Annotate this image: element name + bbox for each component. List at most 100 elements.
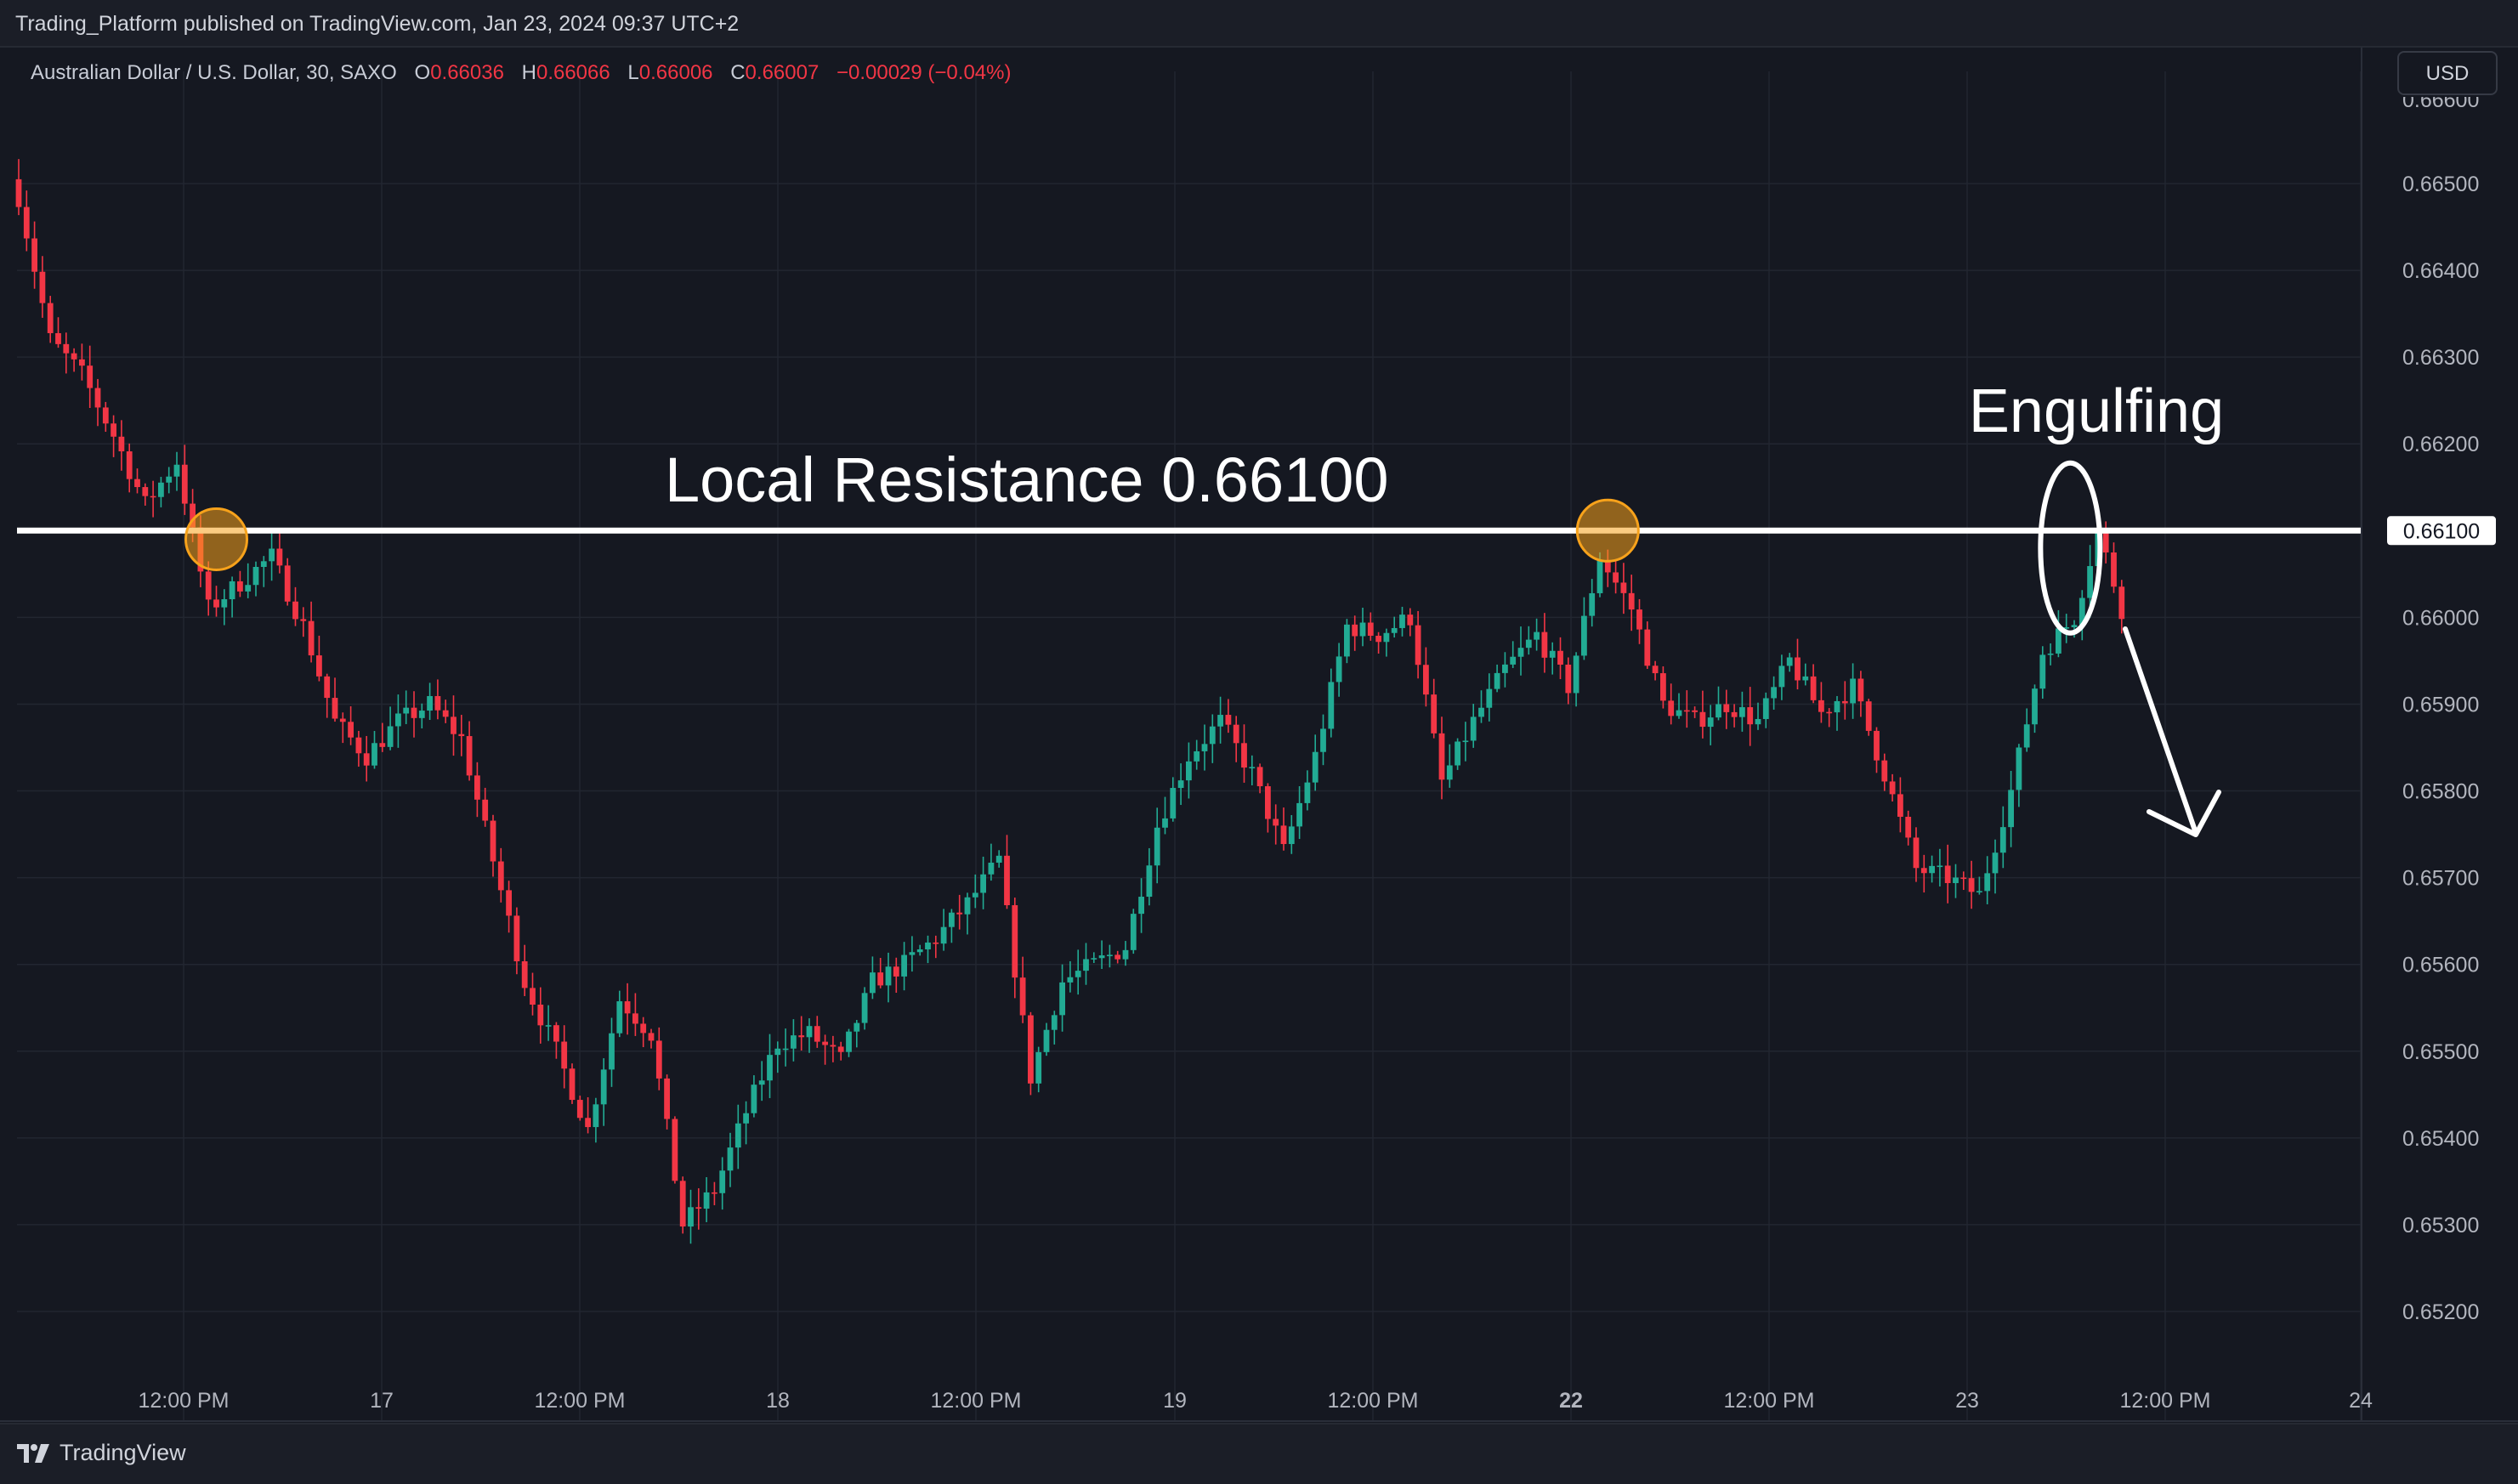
candle-body <box>308 620 315 656</box>
candle-body <box>672 1119 678 1181</box>
candle-body <box>1589 592 1596 616</box>
candle-body <box>1581 615 1587 656</box>
candle-body <box>1573 655 1579 694</box>
tradingview-logo[interactable]: TradingView <box>15 1440 186 1466</box>
candle-body <box>466 736 473 776</box>
time-tick-label: 12:00 PM <box>534 1389 625 1413</box>
candle-body <box>316 655 322 677</box>
candle-body <box>695 1207 702 1209</box>
candle-body <box>1937 865 1943 868</box>
candle-body <box>237 581 243 592</box>
time-tick-label: 18 <box>766 1389 790 1413</box>
candle-body <box>2102 529 2109 553</box>
time-tick-label: 23 <box>1955 1389 1979 1413</box>
candle-body <box>142 487 149 496</box>
candle-body <box>2023 724 2030 748</box>
price-tick-label: 0.66200 <box>2402 433 2479 456</box>
candle-body <box>1596 560 1603 593</box>
candle-body <box>39 271 46 303</box>
candle-body <box>1399 615 1405 628</box>
candle-body <box>1320 728 1326 752</box>
candle-body <box>767 1055 773 1081</box>
candle-body <box>569 1068 576 1101</box>
candle-body <box>205 571 212 600</box>
candle-body <box>403 707 410 714</box>
candle-body <box>1186 761 1192 781</box>
candle-body <box>1091 958 1097 960</box>
candle-body <box>861 993 868 1023</box>
candle-body <box>624 1001 631 1014</box>
candle-body <box>190 503 196 528</box>
resistance-axis-label: 0.66100 <box>2403 519 2480 543</box>
candle-body <box>1217 715 1223 727</box>
candle-body <box>31 238 37 272</box>
time-tick-label: 22 <box>1559 1389 1583 1413</box>
candle-body <box>909 952 916 955</box>
candle-body <box>79 359 85 366</box>
candle-body <box>1739 707 1745 717</box>
candle-body <box>442 710 449 717</box>
candle-body <box>506 890 512 916</box>
candle-body <box>47 303 54 333</box>
candle-body <box>1778 666 1785 688</box>
time-tick-label: 19 <box>1163 1389 1187 1413</box>
currency-button[interactable]: USD <box>2397 51 2498 95</box>
candle-body <box>1810 676 1817 700</box>
price-tick-label: 0.66500 <box>2402 173 2479 196</box>
candle-body <box>1446 765 1453 780</box>
candle-body <box>497 861 504 891</box>
candle-body <box>355 737 362 754</box>
candle-body <box>751 1085 757 1113</box>
candle-body <box>1707 717 1714 728</box>
candle-body <box>1913 837 1920 869</box>
published-text: Trading_Platform published on TradingVie… <box>15 12 740 36</box>
candle-body <box>134 479 140 488</box>
axis-layer: 0.66500 0.66400 0.66300 0.66200 0.66100 0.660… <box>0 48 2518 1422</box>
candle-body <box>837 1046 844 1052</box>
symbol-name[interactable]: Australian Dollar / U.S. Dollar, 30, SAX… <box>31 61 397 84</box>
candle-body <box>490 820 496 862</box>
candle-body <box>1391 627 1398 633</box>
candle-body <box>585 1118 591 1128</box>
candle-body <box>933 942 939 944</box>
candle-body <box>576 1100 583 1119</box>
candle-body <box>1455 741 1460 766</box>
candle-body <box>877 972 884 986</box>
price-tick-label: 0.65400 <box>2402 1127 2479 1151</box>
price-tick-label: 0.65200 <box>2402 1300 2479 1324</box>
symbol-legend: Australian Dollar / U.S. Dollar, 30, SAX… <box>31 58 1011 88</box>
candle-body <box>1462 740 1469 743</box>
candle-body <box>1296 802 1302 827</box>
candle-body <box>94 388 101 408</box>
time-tick-label: 17 <box>370 1389 394 1413</box>
candle-body <box>1209 726 1216 745</box>
candle-body <box>1968 878 1975 892</box>
price-tick-label: 0.65900 <box>2402 693 2479 717</box>
candle-body <box>150 496 156 498</box>
candle-body <box>2087 566 2093 598</box>
candle-body <box>964 897 971 915</box>
candle-body <box>972 892 978 898</box>
candle-body <box>2008 790 2014 828</box>
candle-body <box>822 1041 828 1045</box>
candle-body <box>688 1207 694 1227</box>
engulfing-ellipse <box>2038 460 2103 636</box>
price-tick-label: 0.65600 <box>2402 954 2479 977</box>
candle-body <box>63 343 70 354</box>
close-value: 0.66007 <box>745 61 819 84</box>
candle-body <box>1344 624 1350 657</box>
candle-body <box>379 743 386 747</box>
candle-body <box>1494 672 1500 689</box>
candle-body <box>1107 954 1113 956</box>
candle-body <box>1549 650 1556 658</box>
price-tick-label: 0.65700 <box>2402 867 2479 891</box>
candle-body <box>300 619 307 621</box>
low-label: L <box>627 61 639 84</box>
candle-body <box>324 676 331 699</box>
candle-body <box>1336 656 1342 683</box>
candle-body <box>1288 826 1295 845</box>
candle-body <box>1502 664 1508 673</box>
candle-body <box>292 601 298 620</box>
candle-body <box>173 464 180 477</box>
